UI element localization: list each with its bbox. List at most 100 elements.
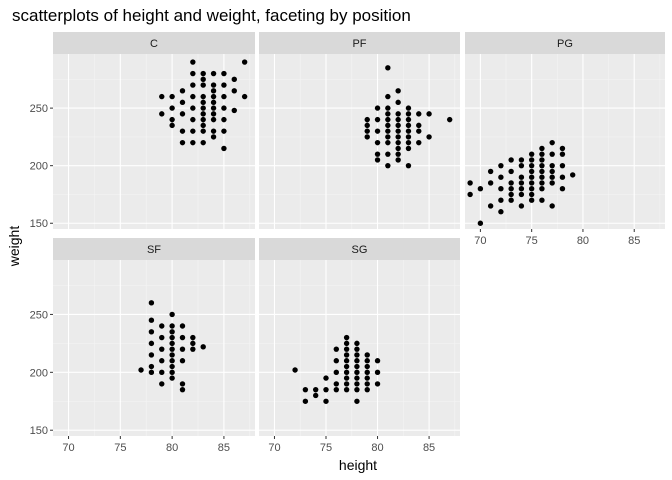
data-point: [498, 162, 504, 169]
data-point: [190, 105, 196, 111]
data-point: [446, 116, 453, 123]
data-point: [343, 346, 350, 352]
data-point: [528, 191, 535, 198]
data-point: [354, 386, 360, 393]
data-point: [179, 323, 186, 329]
data-point: [200, 111, 206, 117]
data-point: [385, 65, 391, 71]
panel-background: [465, 54, 665, 229]
data-point: [148, 352, 155, 358]
data-point: [343, 375, 350, 381]
data-point: [405, 134, 412, 140]
data-point: [549, 203, 555, 209]
y-tick-label: 200: [30, 367, 48, 379]
data-point: [539, 197, 545, 203]
data-point: [508, 197, 514, 203]
data-point: [528, 186, 535, 192]
facet-SG: SG 70 75 80 85: [259, 238, 460, 454]
data-point: [343, 340, 350, 347]
data-point: [498, 174, 504, 180]
data-point: [159, 346, 165, 352]
data-point: [190, 70, 196, 77]
data-point: [210, 82, 217, 88]
data-point: [148, 369, 155, 376]
data-point: [221, 145, 227, 152]
data-point: [159, 111, 165, 117]
data-point: [312, 386, 319, 393]
data-point: [364, 369, 370, 376]
data-point: [549, 174, 555, 180]
data-point: [169, 375, 175, 381]
data-point: [395, 111, 401, 117]
data-point: [231, 107, 237, 114]
data-point: [374, 105, 381, 111]
data-point: [395, 151, 401, 157]
data-point: [190, 128, 196, 134]
facet-strip-label: SF: [147, 244, 161, 256]
data-point: [539, 145, 545, 152]
data-point: [190, 82, 196, 88]
data-point: [210, 88, 217, 94]
data-point: [354, 369, 360, 376]
data-point: [169, 105, 175, 111]
x-tick-label: 70: [268, 442, 280, 454]
facet-strip: [53, 238, 255, 260]
y-tick-label: 250: [30, 103, 48, 115]
data-point: [374, 151, 381, 157]
data-point: [549, 162, 555, 169]
data-point: [528, 168, 535, 175]
data-point: [487, 180, 494, 186]
data-point: [569, 172, 576, 178]
data-point: [292, 367, 298, 373]
data-point: [179, 88, 186, 94]
x-tick-label: 85: [628, 235, 640, 247]
data-point: [169, 369, 175, 376]
data-point: [518, 180, 525, 186]
data-point: [528, 174, 535, 180]
facet-strip: [53, 32, 255, 54]
data-point: [354, 340, 360, 347]
data-point: [179, 139, 186, 146]
data-point: [343, 386, 350, 393]
data-point: [385, 162, 391, 169]
data-point: [179, 99, 186, 106]
data-point: [169, 329, 175, 335]
data-point: [179, 128, 186, 134]
data-point: [354, 363, 360, 370]
facet-strip-label: PF: [352, 38, 366, 50]
data-point: [508, 191, 514, 198]
panel-background: [259, 260, 460, 436]
data-point: [518, 191, 525, 198]
data-point: [364, 352, 370, 358]
data-point: [210, 128, 217, 134]
data-point: [385, 116, 391, 123]
x-tick-label: 80: [371, 442, 383, 454]
data-point: [528, 197, 535, 203]
data-point: [169, 363, 175, 370]
data-point: [364, 386, 370, 393]
data-point: [241, 93, 248, 100]
data-point: [210, 134, 217, 140]
data-point: [179, 386, 186, 393]
data-point: [395, 134, 401, 140]
data-point: [508, 186, 514, 192]
data-point: [221, 70, 227, 77]
data-point: [559, 186, 566, 192]
data-point: [179, 358, 186, 364]
data-point: [559, 162, 566, 169]
data-point: [549, 168, 555, 175]
data-point: [426, 111, 432, 117]
data-point: [416, 139, 422, 146]
x-tick-label: 85: [218, 442, 230, 454]
data-point: [395, 157, 401, 163]
data-point: [200, 76, 206, 83]
data-point: [395, 99, 401, 106]
data-point: [200, 70, 206, 77]
data-point: [343, 358, 350, 364]
data-point: [539, 157, 545, 163]
facet-strip-label: SG: [352, 244, 368, 256]
data-point: [559, 151, 566, 157]
data-point: [159, 93, 165, 100]
data-point: [190, 59, 196, 65]
